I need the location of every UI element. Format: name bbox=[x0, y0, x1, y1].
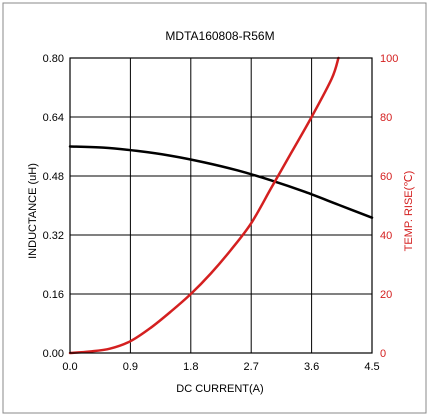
y2-tick-label: 80 bbox=[380, 112, 392, 124]
x-tick-label: 2.7 bbox=[244, 361, 259, 373]
y-tick-label: 0.80 bbox=[43, 53, 64, 65]
y-tick-label: 0.16 bbox=[43, 289, 64, 301]
plot-border bbox=[69, 57, 373, 354]
x-tick-label: 0.0 bbox=[62, 361, 77, 373]
y2-tick-label: 0 bbox=[380, 348, 386, 360]
inductance-curve bbox=[68, 145, 374, 219]
chart-title: MDTA160808-R56M bbox=[165, 29, 274, 43]
x-tick-label: 0.9 bbox=[123, 361, 138, 373]
y-tick-label: 0.48 bbox=[43, 171, 64, 183]
y-tick-label: 0.32 bbox=[43, 230, 64, 242]
x-tick-label: 3.6 bbox=[304, 361, 319, 373]
temperature-rise-curve bbox=[68, 56, 340, 355]
y-tick-label: 0.64 bbox=[43, 112, 64, 124]
chart-frame bbox=[2, 2, 427, 414]
x-tick-label: 1.8 bbox=[183, 361, 198, 373]
ticks: 0.0 0.9 1.8 2.7 3.6 4.5 0.00 0.16 0.32 0.48 0.64 0.… bbox=[43, 53, 399, 373]
y2-tick-label: 40 bbox=[380, 230, 392, 242]
y-tick-label: 0.00 bbox=[43, 348, 64, 360]
y2-tick-label: 60 bbox=[380, 171, 392, 183]
y-axis-label: INDUCTANCE (uH) bbox=[27, 163, 39, 259]
y2-tick-label: 100 bbox=[380, 53, 398, 65]
y2-tick-label: 20 bbox=[380, 289, 392, 301]
y2-axis-label: TEMP. RISE(℃) bbox=[403, 171, 415, 252]
x-tick-label: 4.5 bbox=[364, 361, 379, 373]
x-axis-label: DC CURRENT(A) bbox=[176, 383, 263, 395]
series bbox=[68, 56, 374, 355]
